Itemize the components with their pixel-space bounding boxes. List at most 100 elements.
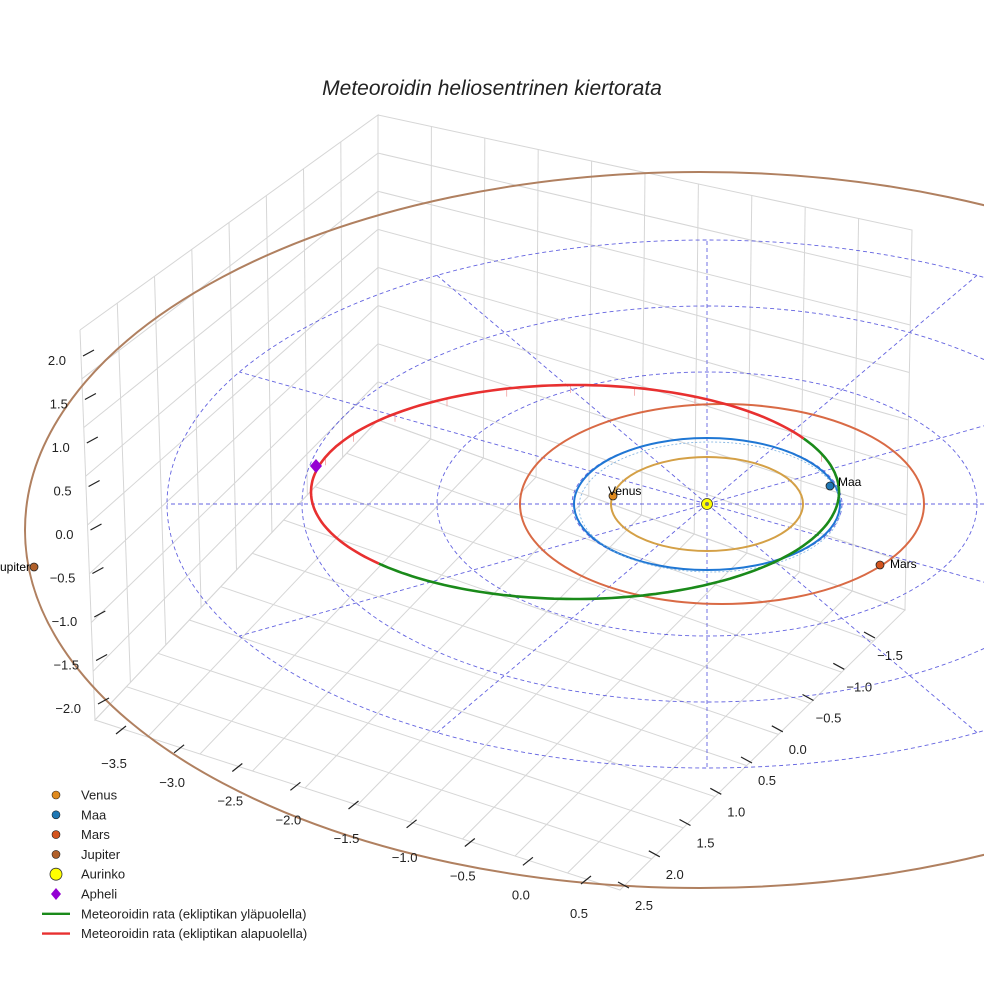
- z-tick: [97, 697, 110, 705]
- x-tick: [406, 819, 417, 829]
- x-tick: [173, 744, 185, 754]
- reference-spoke: [706, 425, 984, 505]
- legend-label: Venus: [81, 788, 118, 803]
- grid-line: [147, 438, 432, 738]
- y-tick-label: −0.5: [816, 711, 842, 726]
- grid-line: [314, 486, 842, 673]
- x-tick-label: −3.0: [159, 775, 185, 790]
- z-tick: [84, 392, 97, 401]
- axis-grid: [79, 114, 913, 891]
- grid-line: [377, 381, 907, 563]
- grid-line: [377, 228, 910, 373]
- meteoroid-orbit: [309, 383, 841, 601]
- z-tick: [94, 610, 106, 618]
- grid-line: [126, 686, 652, 860]
- label-jupiter: Jupiter: [0, 560, 30, 574]
- reference-spoke: [436, 275, 708, 505]
- grid-line: [83, 190, 379, 428]
- reference-spoke: [706, 275, 978, 505]
- legend-item: Maa: [51, 807, 107, 822]
- orbit-jupiter: [24, 171, 984, 889]
- legend-label: Mars: [81, 827, 110, 842]
- marker-venus: [608, 491, 618, 501]
- grid-line: [199, 457, 484, 755]
- y-tick-label: −1.5: [877, 648, 903, 663]
- x-tick: [290, 781, 301, 791]
- y-tick: [802, 693, 814, 702]
- legend-label: Meteoroidin rata (ekliptikan yläpuolella…: [81, 906, 306, 921]
- z-tick-label: 2.0: [48, 353, 66, 368]
- marker-jupiter: [29, 562, 39, 572]
- legend-swatch-dot: [51, 810, 61, 820]
- marker-maa: [825, 481, 835, 491]
- x-tick-label: −1.0: [392, 850, 418, 865]
- y-tick-label: 1.5: [696, 836, 714, 851]
- z-tick: [82, 349, 95, 357]
- label-venus: Venus: [608, 484, 641, 498]
- legend-swatch-diamond: [51, 888, 61, 900]
- z-tick-label: 1.5: [50, 397, 68, 412]
- grid-line: [189, 619, 716, 798]
- z-tick: [88, 479, 100, 488]
- legend-swatch-dot: [51, 830, 61, 839]
- y-tick-label: 0.0: [789, 742, 807, 757]
- x-tick-label: −3.5: [101, 756, 127, 771]
- orbit-venus: [610, 456, 804, 552]
- grid-line: [567, 590, 853, 874]
- grid-line: [409, 533, 695, 823]
- legend-item: Mars: [51, 827, 110, 842]
- grid-line: [377, 305, 908, 468]
- grid-line: [89, 305, 379, 575]
- grid-line: [377, 267, 909, 421]
- grid-line: [304, 495, 590, 789]
- label-maa: Maa: [838, 475, 862, 489]
- z-tick: [95, 653, 108, 662]
- z-tick-label: −1.0: [52, 614, 78, 629]
- legend-item: Apheli: [51, 887, 117, 902]
- grid-line: [87, 267, 379, 526]
- grid-line: [157, 652, 684, 829]
- y-tick-label: −1.0: [846, 679, 872, 694]
- legend-label: Meteoroidin rata (ekliptikan alapuolella…: [81, 926, 307, 941]
- x-tick-label: 0.0: [512, 887, 530, 902]
- y-tick: [771, 725, 784, 733]
- x-tick: [464, 838, 476, 847]
- legend-label: Aurinko: [81, 867, 125, 882]
- legend-item: Meteoroidin rata (ekliptikan alapuolella…: [42, 926, 307, 941]
- grid-line: [283, 519, 811, 704]
- y-tick: [617, 881, 630, 889]
- grid-line: [81, 152, 379, 380]
- legend-item: Jupiter: [51, 847, 121, 862]
- legend-swatch-dot: [51, 850, 61, 859]
- aphelion-marker: [310, 459, 322, 473]
- grid-line: [220, 586, 747, 767]
- y-tick: [863, 631, 876, 639]
- z-tick-label: −0.5: [50, 571, 76, 586]
- reference-spoke: [239, 503, 708, 637]
- z-tick-label: −1.5: [53, 658, 79, 673]
- orbit-maa: [573, 437, 841, 571]
- y-tick-label: 2.0: [666, 867, 684, 882]
- x-tick: [348, 800, 359, 810]
- body-markers: Venus Maa Mars Jupiter: [0, 459, 917, 574]
- legend-label: Apheli: [81, 887, 117, 902]
- grid-line: [90, 343, 379, 623]
- sun-core: [705, 502, 709, 506]
- x-tick-label: −1.5: [334, 831, 360, 846]
- x-tick-label: 0.5: [570, 906, 588, 921]
- grid-line: [92, 381, 379, 672]
- meteoroid-orbit-below: [309, 383, 805, 565]
- x-tick: [115, 725, 127, 735]
- y-tick: [648, 850, 661, 858]
- legend-swatch-dot: [51, 790, 61, 800]
- back-left-wall-frame: [79, 114, 379, 722]
- legend-swatch-sun: [49, 867, 63, 881]
- orbit-maa-shadow: [578, 441, 842, 573]
- grid-line: [377, 152, 912, 278]
- floor-frame: [94, 419, 906, 891]
- legend-label: Maa: [81, 807, 107, 822]
- reference-spoke: [706, 503, 978, 733]
- y-tick: [833, 662, 845, 670]
- ecliptic-reference-grid: [166, 239, 984, 769]
- x-tick-label: −2.0: [276, 812, 302, 827]
